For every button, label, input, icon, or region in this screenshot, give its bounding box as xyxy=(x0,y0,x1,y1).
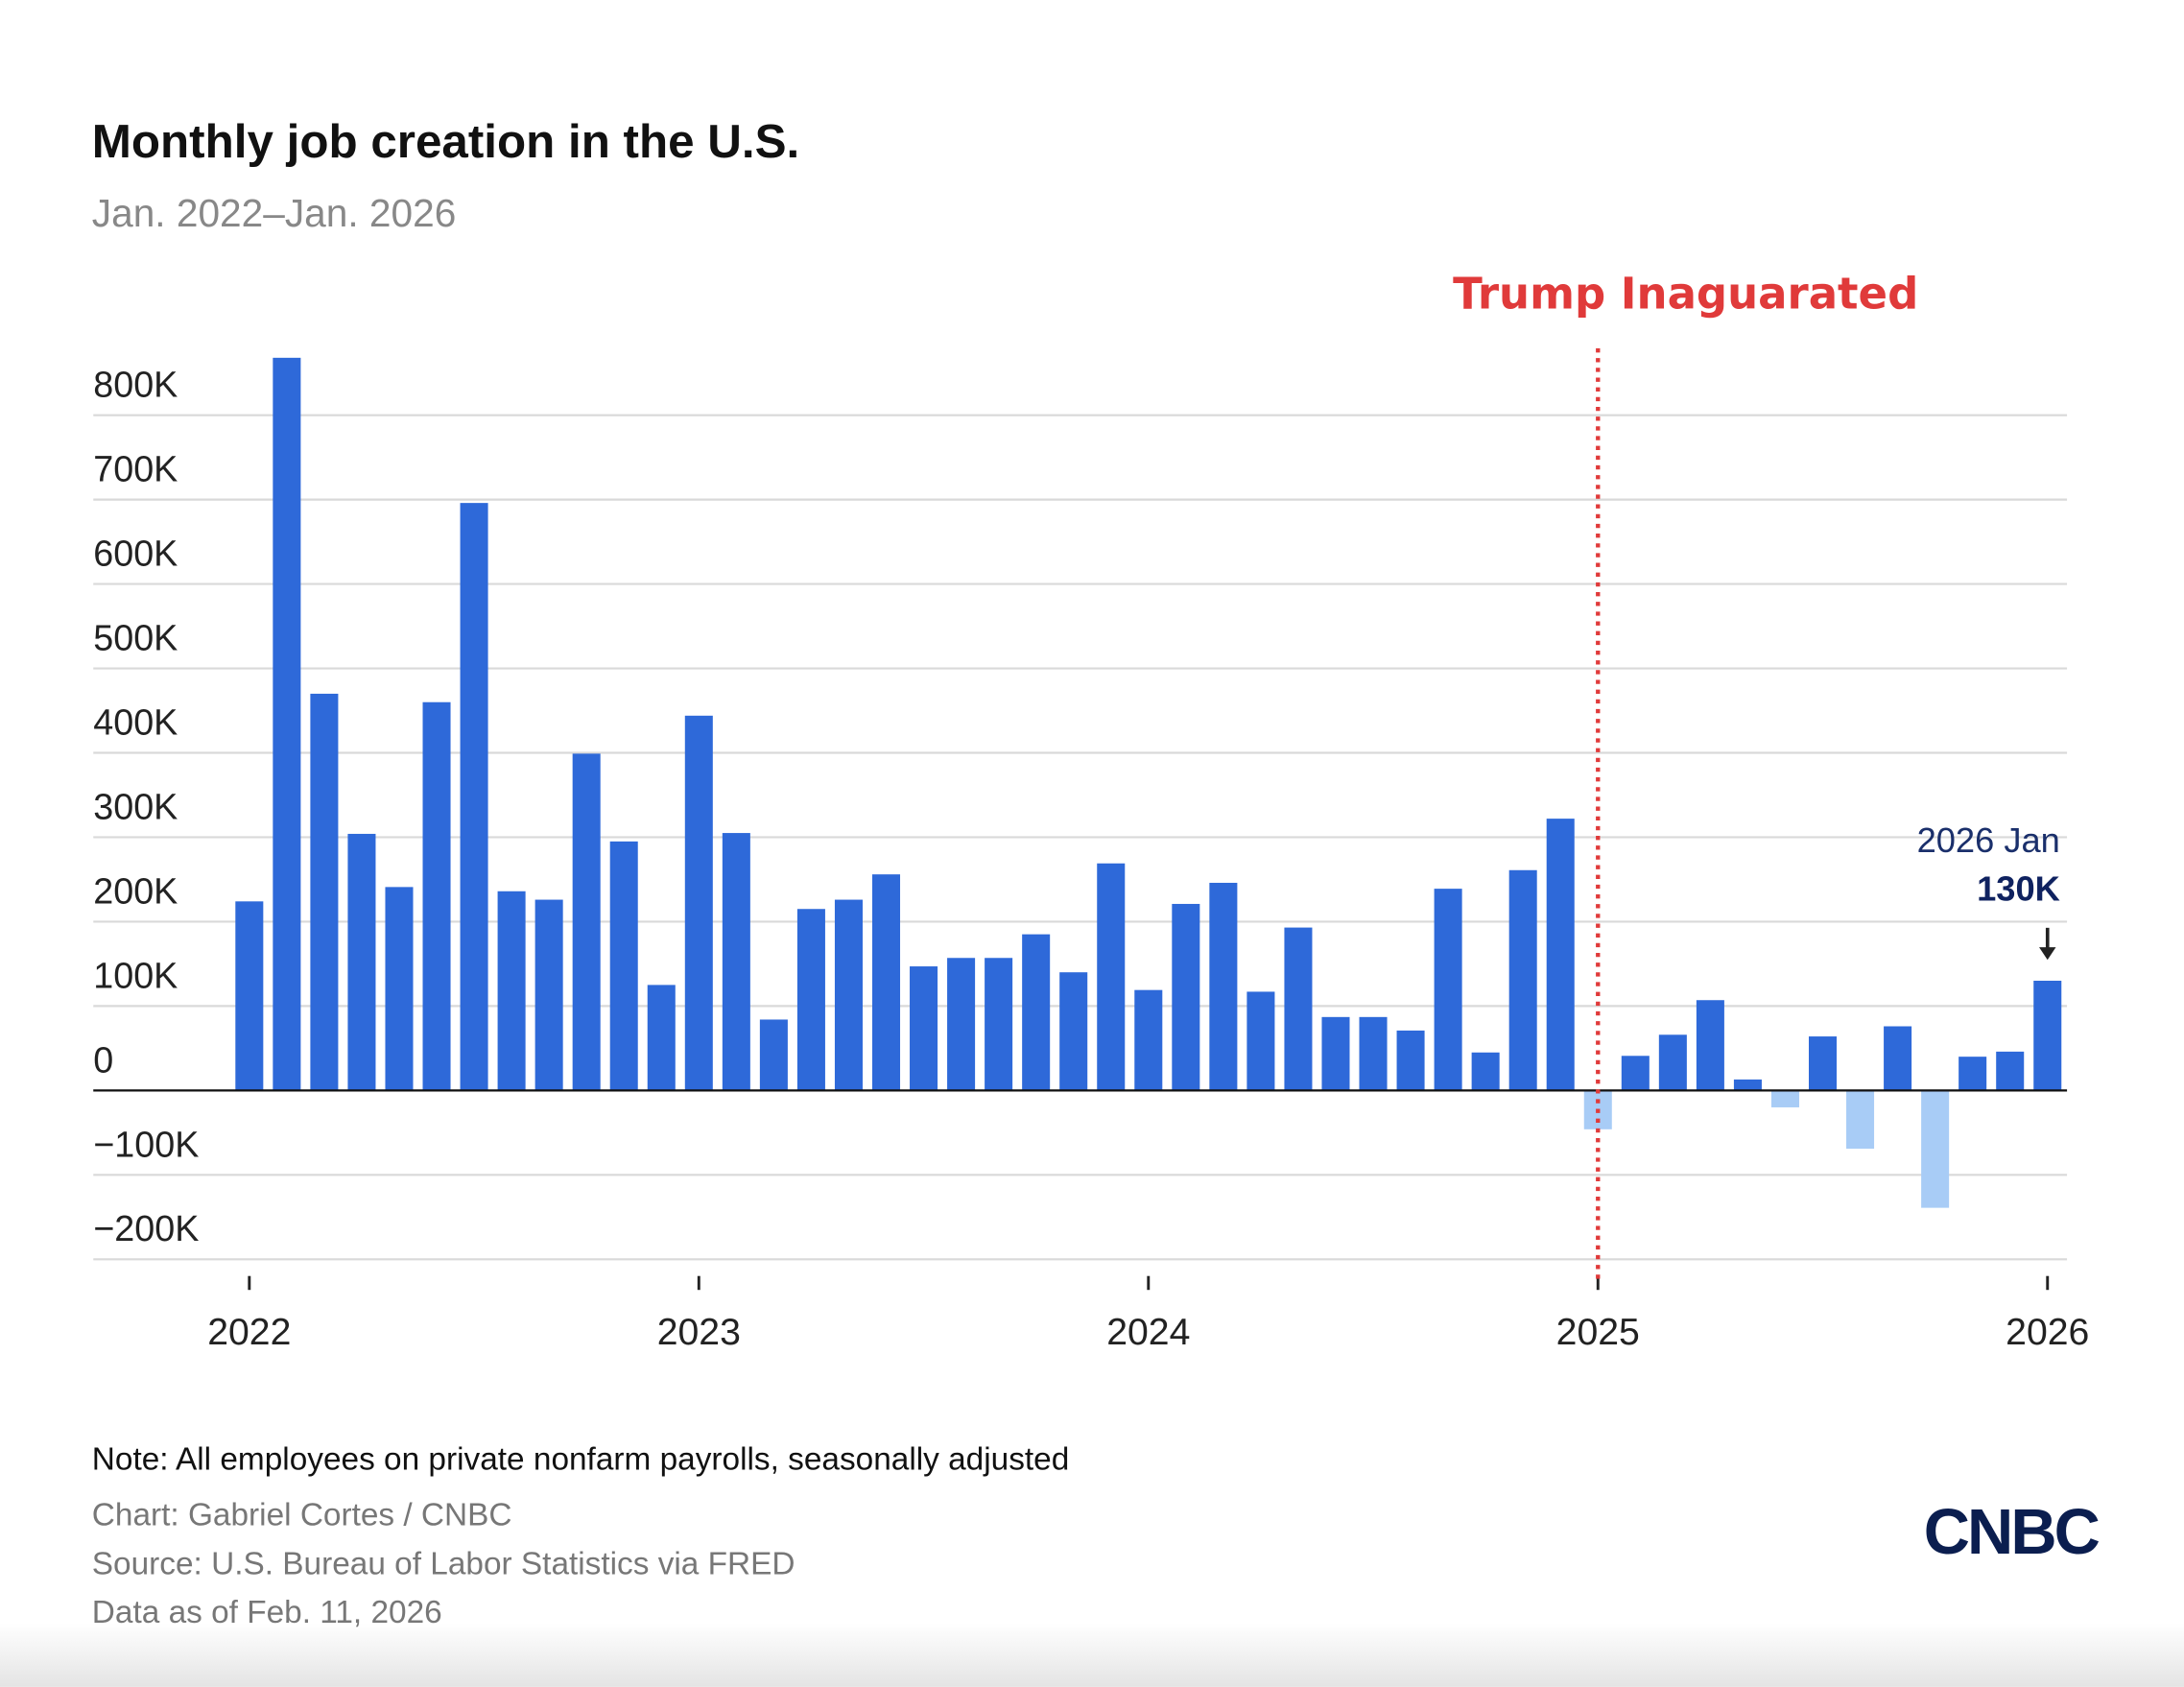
bottom-shade xyxy=(0,1623,2184,1687)
chart-title: Monthly job creation in the U.S. xyxy=(92,115,799,168)
bar xyxy=(1284,927,1313,1091)
bar xyxy=(534,899,563,1091)
bar xyxy=(1621,1056,1650,1091)
bar xyxy=(460,503,488,1091)
bar xyxy=(235,901,264,1091)
y-tick-label: 100K xyxy=(93,955,178,995)
data-date: Data as of Feb. 11, 2026 xyxy=(92,1595,442,1630)
bar xyxy=(1921,1090,1950,1208)
bar xyxy=(647,985,676,1091)
source: Source: U.S. Bureau of Labor Statistics … xyxy=(92,1546,795,1581)
marker-label: Trump Inaguarated xyxy=(1453,268,1918,319)
bar xyxy=(1396,1030,1425,1091)
bar xyxy=(1471,1052,1500,1091)
bar xyxy=(1097,863,1126,1091)
bar xyxy=(1172,903,1200,1091)
bar xyxy=(1246,991,1275,1091)
bar xyxy=(1209,882,1238,1091)
credit: Chart: Gabriel Cortes / CNBC xyxy=(92,1498,512,1533)
bar xyxy=(910,966,938,1091)
x-tick-label: 2024 xyxy=(1106,1312,1190,1353)
bar xyxy=(310,693,339,1091)
y-tick-label: −100K xyxy=(93,1124,199,1164)
y-tick-label: 0 xyxy=(93,1039,113,1080)
bar xyxy=(722,833,750,1091)
callout-label: 2026 Jan xyxy=(1917,820,2060,860)
bar xyxy=(759,1019,788,1091)
bar xyxy=(273,357,301,1091)
y-tick-label: 800K xyxy=(93,365,178,405)
bar xyxy=(834,899,863,1091)
bar xyxy=(1696,1000,1724,1091)
bar xyxy=(1958,1057,1987,1091)
bar xyxy=(1996,1051,2025,1091)
y-tick-label: 200K xyxy=(93,870,178,911)
bar xyxy=(1884,1026,1912,1091)
bar xyxy=(871,874,901,1091)
y-tick-label: 400K xyxy=(93,701,178,742)
x-tick-label: 2022 xyxy=(207,1312,291,1353)
bar xyxy=(1321,1016,1350,1091)
logo: CNBC xyxy=(1924,1497,2100,1568)
bar xyxy=(1434,889,1462,1091)
bar xyxy=(1134,989,1163,1091)
bar xyxy=(1808,1036,1838,1091)
callout-arrowhead xyxy=(2039,947,2056,961)
bar xyxy=(609,841,638,1091)
bar xyxy=(347,833,376,1091)
x-tick-label: 2025 xyxy=(1556,1312,1640,1353)
value-label: 130K xyxy=(1977,869,2060,909)
bar xyxy=(1059,972,1088,1091)
chart-subtitle: Jan. 2022–Jan. 2026 xyxy=(92,191,457,235)
bar xyxy=(1022,934,1051,1091)
note: Note: All employees on private nonfarm p… xyxy=(92,1442,1070,1478)
bar xyxy=(497,891,526,1091)
bar xyxy=(796,909,825,1091)
bar xyxy=(1546,819,1575,1091)
bar xyxy=(684,715,713,1091)
x-tick-label: 2026 xyxy=(2006,1312,2089,1353)
y-tick-label: 600K xyxy=(93,534,178,574)
bar xyxy=(572,753,601,1091)
bar xyxy=(1846,1090,1875,1150)
bar xyxy=(1658,1034,1687,1091)
bar xyxy=(947,958,976,1091)
bar xyxy=(1733,1079,1762,1091)
y-tick-label: −200K xyxy=(93,1208,199,1248)
y-tick-label: 500K xyxy=(93,617,178,657)
bar xyxy=(2033,981,2062,1091)
x-tick-label: 2023 xyxy=(657,1312,741,1353)
bar xyxy=(1508,869,1537,1091)
bar xyxy=(1359,1016,1388,1091)
y-tick-label: 700K xyxy=(93,449,178,489)
y-tick-label: 300K xyxy=(93,786,178,826)
bar xyxy=(985,958,1013,1091)
bar xyxy=(422,701,451,1091)
bar xyxy=(1770,1090,1799,1107)
bar xyxy=(385,887,414,1091)
